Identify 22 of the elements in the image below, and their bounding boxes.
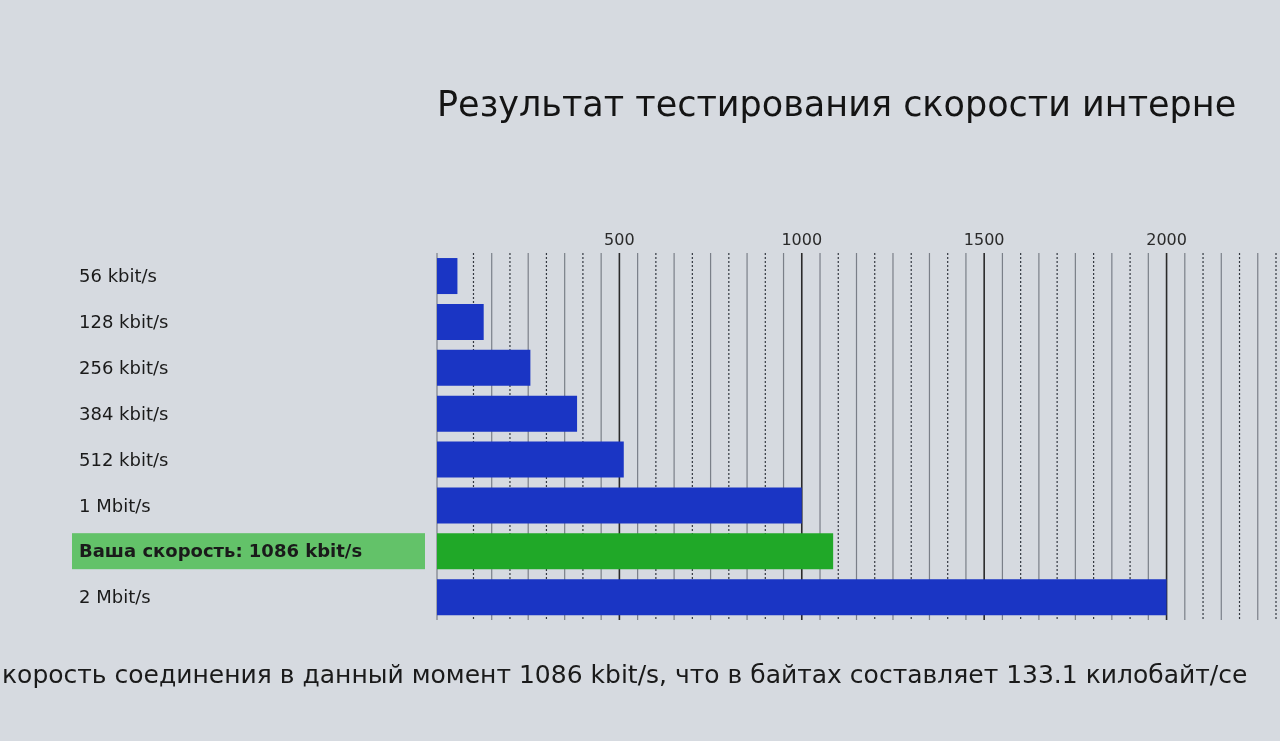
bar bbox=[437, 349, 531, 386]
y-tick-label: 1 Mbit/s bbox=[79, 494, 151, 516]
y-tick-label: 2 Mbit/s bbox=[79, 586, 151, 608]
bar bbox=[437, 533, 834, 570]
y-tick-label: 512 kbit/s bbox=[79, 448, 169, 470]
y-tick-label: 128 kbit/s bbox=[79, 311, 169, 333]
chart-title: Результат тестирования скорости интерне bbox=[437, 84, 1237, 124]
y-tick-label: Ваша скорость: 1086 kbit/s bbox=[79, 540, 363, 562]
bar bbox=[437, 395, 578, 432]
x-tick-label: 1000 bbox=[781, 230, 823, 249]
x-tick-label: 1500 bbox=[963, 230, 1005, 249]
bar bbox=[437, 303, 484, 340]
bar bbox=[437, 487, 802, 524]
y-tick-label: 384 kbit/s bbox=[79, 402, 169, 424]
y-tick-label: 56 kbit/s bbox=[79, 265, 157, 287]
bar bbox=[437, 579, 1167, 616]
x-tick-label: 2000 bbox=[1146, 230, 1187, 249]
x-tick-label: 500 bbox=[604, 230, 635, 249]
bar bbox=[437, 441, 624, 478]
y-tick-label: 256 kbit/s bbox=[79, 356, 169, 378]
bar bbox=[437, 258, 458, 295]
text: корость соединения в данный момент 1086 kbit/s, что в байтах составляет 133.1 килобайт/се bbox=[2, 660, 1248, 689]
